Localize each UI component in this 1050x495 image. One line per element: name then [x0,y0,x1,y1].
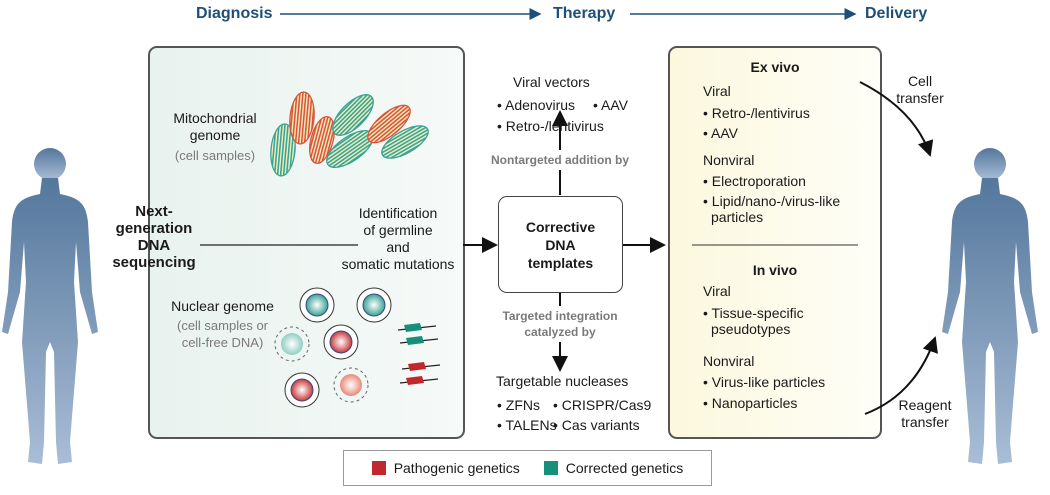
legend-label: Corrected genetics [565,460,684,476]
identification-line: of germline [363,222,433,238]
nuclear-note: (cell samples or [176,318,269,333]
legend: Pathogenic genetics Corrected genetics [343,450,712,486]
center-line: DNA [545,236,576,253]
viral-vector-item: • AAV [593,97,628,113]
cell-transfer-arrow [859,81,934,157]
legend-pathogenic: Pathogenic genetics [371,460,520,476]
mitochondria-icon [270,91,429,177]
in-vivo-item: • Nanoparticles [703,395,798,411]
targeted-label: Targeted integration catalyzed by [490,308,630,340]
in-vivo-item: • Tissue-specific [703,305,804,321]
reagent-transfer-line: Reagent [898,397,952,413]
identification-line: Identification [358,205,438,221]
in-vivo-nonviral: Nonviral [703,353,755,369]
ex-vivo-item: • Retro-/lentivirus [703,105,810,121]
corrective-dna-templates: Corrective DNA templates [498,196,623,293]
cell-transfer-label: Cell transfer [890,73,950,107]
targeted-line: catalyzed by [524,325,596,339]
ex-vivo-item: • Lipid/nano-/virus-like [703,193,841,209]
patient-left-icon [2,148,98,464]
in-vivo-item: • Virus-like particles [703,374,826,390]
nuclear-label: Nuclear genome (cell samples or cell-fre… [165,298,280,351]
delivery-panel [668,46,882,439]
mito-note: (cell samples) [174,148,256,163]
ngs-line: Next- [135,203,173,220]
ex-vivo-item: • AAV [703,125,738,141]
mito-title: genome [189,127,241,143]
legend-corrected: Corrected genetics [543,460,684,476]
viral-vectors-title: Viral vectors [513,74,590,90]
corrected-swatch-icon [543,461,558,475]
cell-transfer-line: transfer [896,90,944,106]
identification-line: somatic mutations [341,256,455,272]
center-line: Corrective [525,218,596,235]
ngs-line: sequencing [112,254,196,271]
cells-icon [274,287,392,408]
dna-fragments-icon [397,323,441,385]
nontargeted-label: Nontargeted addition by [491,153,629,167]
in-vivo-viral: Viral [703,283,731,299]
nuclear-note: cell-free DNA) [181,335,264,350]
ex-vivo-viral: Viral [703,83,731,99]
nucleases-title: Targetable nucleases [496,373,629,389]
cell-transfer-line: Cell [907,73,933,89]
ex-vivo-nonviral: Nonviral [703,152,755,168]
nuclease-item: • TALENs [497,417,557,433]
viral-vector-item: • Retro-/lentivirus [497,118,604,134]
nuclear-title: Nuclear genome [171,298,274,314]
stage-therapy: Therapy [553,5,616,22]
ngs-label: Next- generation DNA sequencing [104,203,204,271]
mito-label: Mitochondrial genome (cell samples) [160,110,270,164]
ex-vivo-title: Ex vivo [750,59,800,75]
identification-label: Identification of germline and somatic m… [336,205,460,273]
stage-delivery: Delivery [865,5,928,22]
legend-label: Pathogenic genetics [393,460,520,476]
in-vivo-item: pseudotypes [711,321,791,337]
in-vivo-title: In vivo [752,262,798,278]
ex-vivo-item: • Electroporation [703,173,806,189]
stage-diagnosis: Diagnosis [196,5,273,22]
viral-vector-item: • Adenovirus [497,97,576,113]
nuclease-item: • Cas variants [553,417,640,433]
ex-vivo-item: particles [711,209,764,225]
pathogenic-swatch-icon [371,461,386,475]
targeted-line: Targeted integration [502,309,618,323]
ngs-line: generation [115,220,193,237]
reagent-transfer-arrow [864,336,938,415]
nuclease-item: • ZFNs [497,397,541,413]
nuclease-item: • CRISPR/Cas9 [553,397,652,413]
mito-title: Mitochondrial [173,110,257,126]
identification-line: and [386,239,410,255]
center-line: templates [527,254,594,271]
ngs-line: DNA [137,237,171,254]
reagent-transfer-line: transfer [901,414,949,430]
reagent-transfer-label: Reagent transfer [890,397,960,431]
